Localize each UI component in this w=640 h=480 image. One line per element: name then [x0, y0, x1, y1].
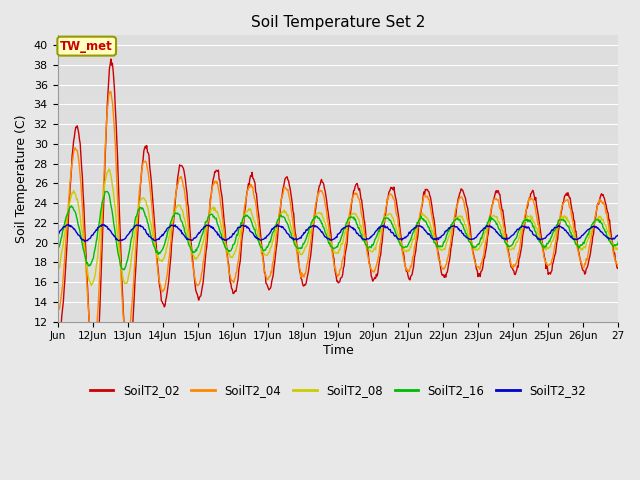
- SoilT2_08: [87, 283, 95, 288]
- SoilT2_08: [614, 245, 622, 251]
- SoilT2_16: [121, 265, 129, 271]
- SoilT2_16: [273, 219, 281, 225]
- SoilT2_32: [273, 222, 281, 228]
- SoilT2_02: [107, 56, 115, 62]
- Line: SoilT2_08: SoilT2_08: [58, 169, 618, 286]
- SoilT2_32: [121, 236, 129, 242]
- SoilT2_02: [54, 326, 61, 332]
- SoilT2_04: [614, 264, 622, 270]
- SoilT2_32: [65, 221, 72, 227]
- SoilT2_04: [397, 241, 405, 247]
- SoilT2_04: [252, 201, 260, 206]
- SoilT2_16: [429, 235, 436, 240]
- SoilT2_04: [224, 260, 232, 265]
- SoilT2_08: [429, 229, 436, 235]
- SoilT2_32: [81, 239, 88, 244]
- SoilT2_08: [121, 281, 129, 287]
- SoilT2_02: [273, 241, 281, 247]
- Line: SoilT2_02: SoilT2_02: [58, 59, 618, 379]
- SoilT2_16: [397, 243, 405, 249]
- SoilT2_04: [54, 311, 61, 316]
- SoilT2_32: [54, 232, 61, 238]
- SoilT2_08: [54, 268, 61, 274]
- SoilT2_04: [273, 229, 281, 235]
- SoilT2_32: [397, 236, 405, 242]
- Line: SoilT2_16: SoilT2_16: [58, 192, 618, 270]
- SoilT2_02: [429, 209, 436, 215]
- Title: Soil Temperature Set 2: Soil Temperature Set 2: [251, 15, 425, 30]
- Legend: SoilT2_02, SoilT2_04, SoilT2_08, SoilT2_16, SoilT2_32: SoilT2_02, SoilT2_04, SoilT2_08, SoilT2_…: [85, 379, 591, 402]
- SoilT2_32: [224, 236, 232, 242]
- SoilT2_08: [106, 166, 113, 172]
- Line: SoilT2_32: SoilT2_32: [58, 224, 618, 241]
- SoilT2_08: [252, 222, 260, 228]
- SoilT2_02: [252, 189, 260, 195]
- X-axis label: Time: Time: [323, 344, 353, 357]
- SoilT2_32: [429, 236, 436, 242]
- SoilT2_04: [429, 218, 436, 224]
- SoilT2_02: [91, 376, 99, 382]
- SoilT2_16: [104, 189, 111, 194]
- SoilT2_16: [54, 248, 61, 253]
- SoilT2_02: [121, 336, 129, 342]
- SoilT2_02: [397, 235, 405, 241]
- SoilT2_02: [224, 258, 232, 264]
- SoilT2_02: [614, 264, 622, 270]
- SoilT2_04: [106, 89, 114, 95]
- SoilT2_04: [121, 330, 129, 336]
- Text: TW_met: TW_met: [60, 40, 113, 53]
- SoilT2_08: [224, 249, 232, 255]
- SoilT2_08: [273, 224, 281, 230]
- Line: SoilT2_04: SoilT2_04: [58, 92, 618, 348]
- Y-axis label: Soil Temperature (C): Soil Temperature (C): [15, 114, 28, 243]
- SoilT2_16: [224, 247, 232, 252]
- SoilT2_32: [252, 234, 260, 240]
- SoilT2_16: [614, 239, 622, 244]
- SoilT2_16: [120, 267, 128, 273]
- SoilT2_04: [90, 346, 97, 351]
- SoilT2_16: [252, 232, 260, 238]
- SoilT2_32: [614, 232, 622, 238]
- SoilT2_08: [397, 240, 405, 246]
